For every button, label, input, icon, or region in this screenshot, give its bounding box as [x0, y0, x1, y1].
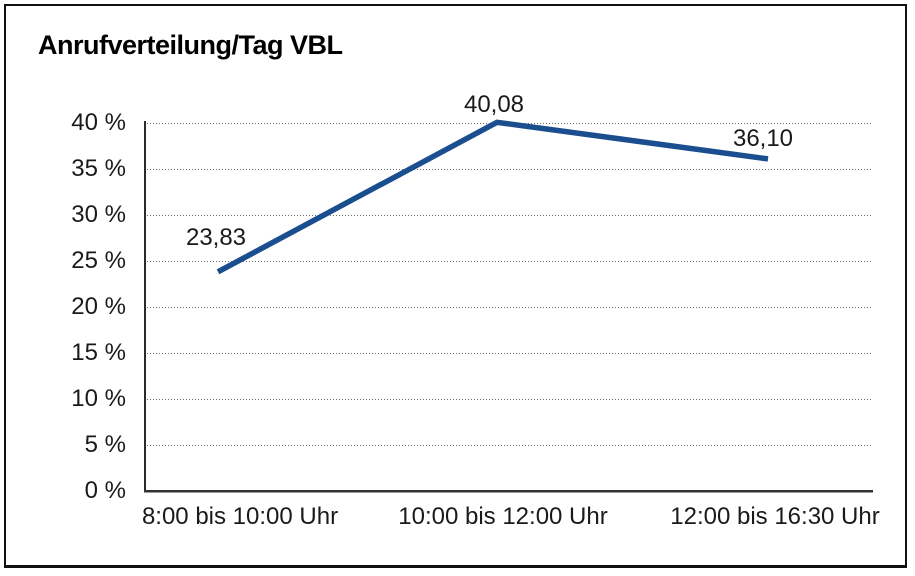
gridline-40	[147, 122, 873, 124]
y-tick-label: 40 %	[71, 109, 126, 136]
y-tick-label: 10 %	[71, 385, 126, 412]
y-tick-label: 35 %	[71, 155, 126, 182]
gridline-5	[147, 444, 873, 446]
gridline-20	[147, 306, 873, 308]
y-tick-label: 0 %	[84, 477, 126, 504]
gridline-15	[147, 352, 873, 354]
y-tick-label: 20 %	[71, 293, 126, 320]
x-tick-label: 8:00 bis 10:00 Uhr	[141, 503, 339, 530]
x-tick-label: 12:00 bis 16:30 Uhr	[670, 503, 880, 530]
y-tick-label: 30 %	[71, 201, 126, 228]
data-label: 23,83	[185, 223, 247, 251]
chart-frame-border	[4, 4, 907, 568]
gridline-35	[147, 168, 873, 170]
y-tick-label: 5 %	[84, 431, 126, 458]
y-tick-label: 25 %	[71, 247, 126, 274]
y-tick-label: 15 %	[71, 339, 126, 366]
x-tick-label: 10:00 bis 12:00 Uhr	[398, 503, 608, 530]
data-label: 36,10	[732, 124, 794, 152]
data-label: 40,08	[463, 91, 525, 119]
gridline-25	[147, 260, 873, 262]
y-axis-line	[144, 121, 146, 492]
gridline-10	[147, 398, 873, 400]
x-axis-line	[144, 490, 873, 493]
chart-title: Anrufverteilung/Tag VBL	[38, 30, 343, 60]
gridline-30	[147, 214, 873, 216]
